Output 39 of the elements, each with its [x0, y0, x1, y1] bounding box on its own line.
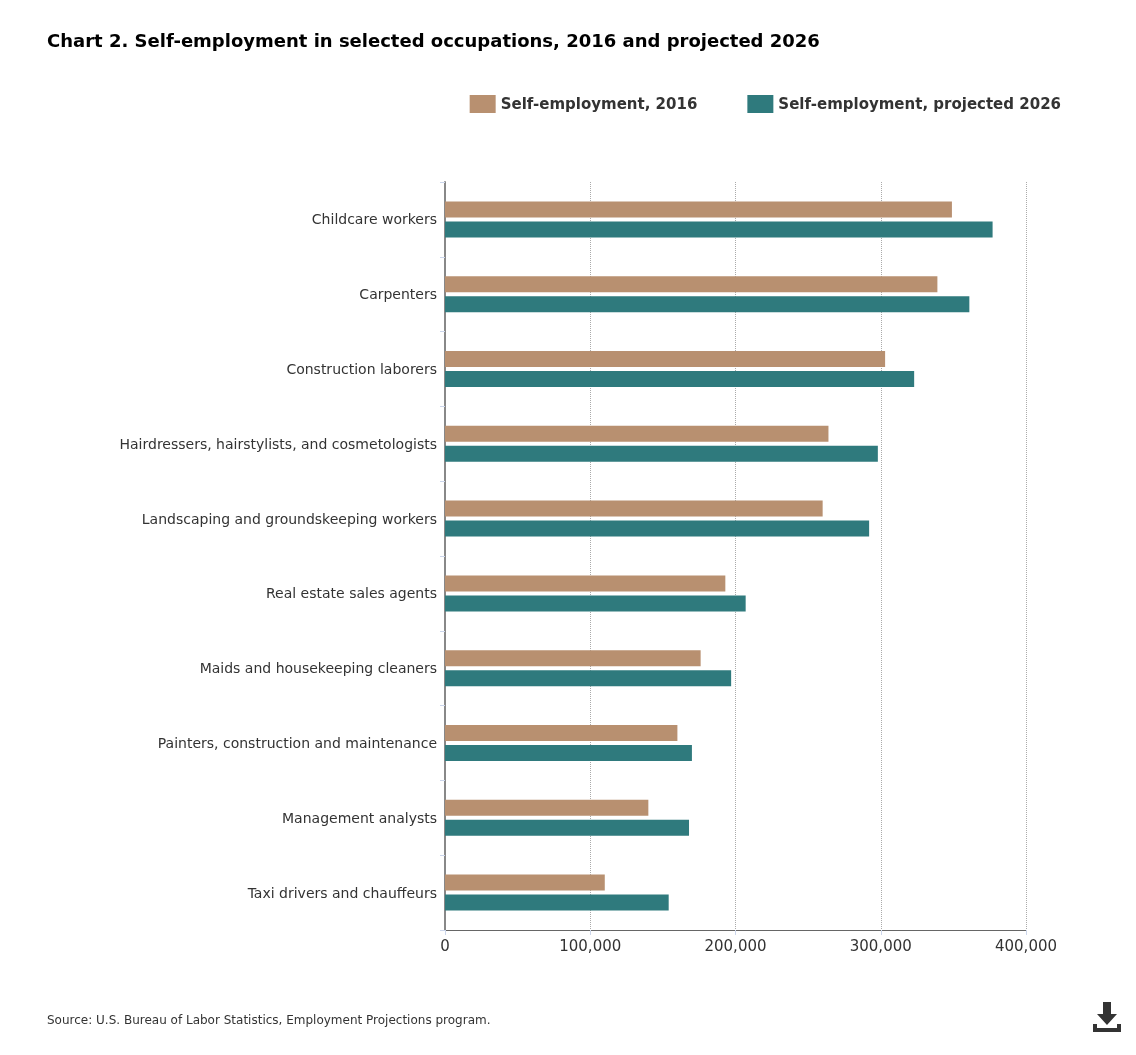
bar — [445, 799, 649, 816]
y-tick-label: Maids and housekeeping cleaners — [199, 660, 437, 677]
y-tick-label: Childcare workers — [311, 211, 437, 228]
x-tick-label: 100,000 — [559, 936, 622, 955]
source-note: Source: U.S. Bureau of Labor Statistics, Employment Projections program. — [47, 1013, 491, 1027]
bar — [445, 650, 701, 667]
x-tick-label: 300,000 — [849, 936, 912, 955]
legend-label: Self-employment, 2016 — [500, 95, 698, 113]
bar — [445, 371, 915, 387]
y-tick-label: Taxi drivers and chauffeurs — [246, 884, 437, 901]
bar — [445, 520, 870, 537]
bar — [445, 296, 970, 313]
x-tick-label: 200,000 — [704, 936, 767, 955]
bar — [445, 351, 886, 367]
chart-title: Chart 2. Self-employment in selected occupations, 2016 and projected 2026 — [47, 30, 820, 51]
bar — [445, 874, 605, 891]
y-tick-label: Carpenters — [359, 286, 437, 303]
bar — [445, 276, 938, 293]
x-tick-label: 0 — [440, 936, 450, 955]
x-tick-label: 400,000 — [994, 936, 1058, 955]
bar — [445, 201, 952, 218]
bar — [445, 595, 746, 612]
legend-label: Self-employment, projected 2026 — [778, 95, 1062, 113]
y-tick-label: Construction laborers — [286, 361, 437, 377]
bar — [445, 445, 878, 462]
y-tick-label: Painters, construction and maintenance — [157, 735, 437, 751]
bar — [445, 819, 690, 836]
bar — [445, 221, 993, 238]
y-tick-label: Hairdressers, hairstylists, and cosmetologists — [119, 435, 437, 452]
bar — [445, 745, 692, 761]
bar — [445, 670, 732, 687]
y-tick-label: Landscaping and groundskeeping workers — [141, 510, 437, 527]
bar — [445, 575, 726, 592]
y-tick-label: Management analysts — [282, 809, 437, 826]
y-tick-label: Real estate sales agents — [265, 585, 437, 602]
bar — [445, 894, 669, 911]
bar — [445, 500, 823, 517]
bar — [445, 425, 829, 442]
bar — [445, 725, 678, 741]
